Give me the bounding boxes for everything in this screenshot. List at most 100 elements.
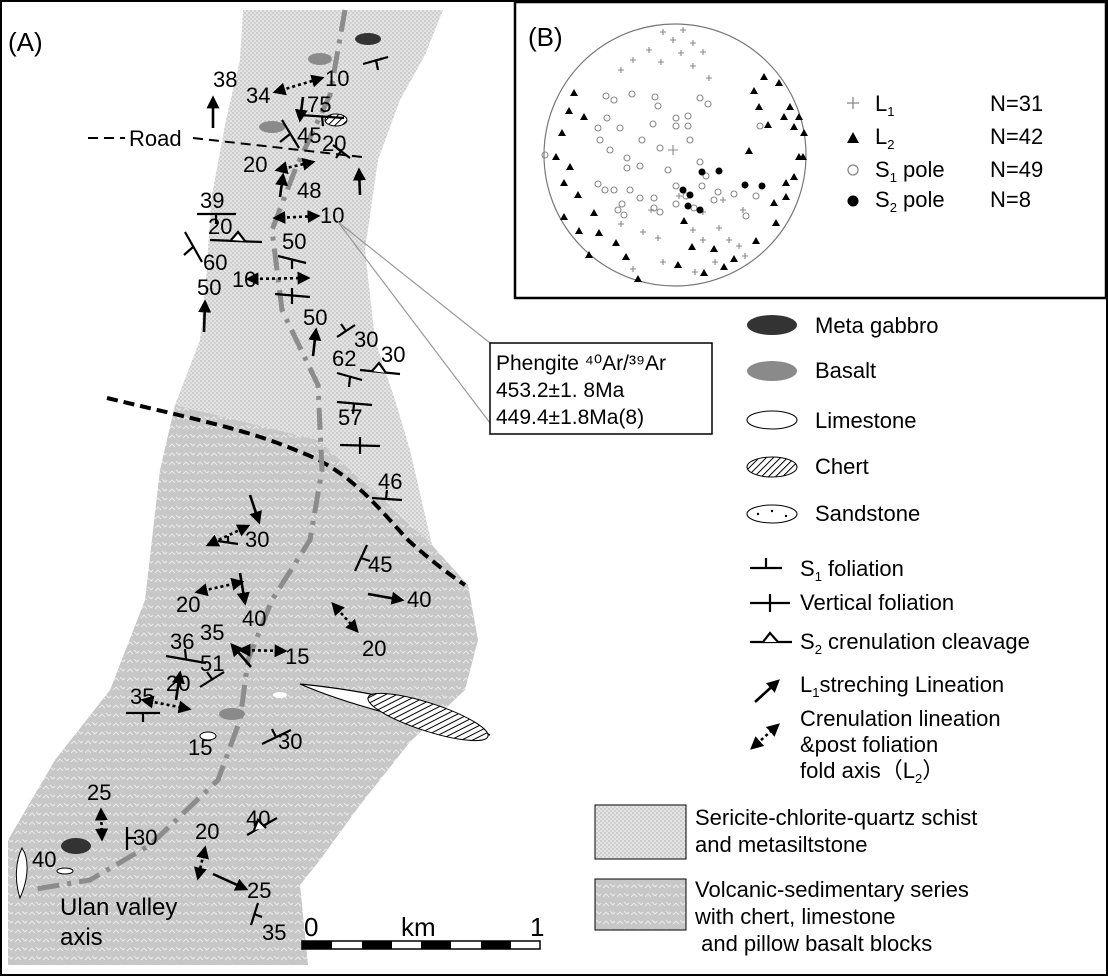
volcanic-swatch xyxy=(594,878,687,931)
basalt-block xyxy=(308,53,332,65)
geochronology-callout: Phengite ⁴⁰Ar/³⁹Ar 453.2±1. 8Ma 449.4±1.… xyxy=(337,221,713,435)
limestone-block xyxy=(199,731,217,741)
chert-swatch xyxy=(746,456,798,478)
meta-gabbro-block xyxy=(61,838,91,854)
dip-value: 30 xyxy=(278,729,302,754)
dip-value: 20 xyxy=(322,131,346,156)
meta-gabbro-block xyxy=(355,33,381,45)
geochron-age: 453.2±1. 8Ma xyxy=(496,379,625,402)
valley-axis-label: Ulan valley xyxy=(60,894,177,921)
dip-value: 38 xyxy=(213,67,237,92)
legend-limestone: Limestone xyxy=(815,408,917,433)
dip-value: 25 xyxy=(87,780,111,805)
dip-value: 57 xyxy=(338,405,362,430)
road-label: Road xyxy=(129,126,182,151)
dip-value: 25 xyxy=(247,878,271,903)
dip-value: 20 xyxy=(166,671,190,696)
dip-value: 39 xyxy=(200,188,224,213)
stereonet-circle xyxy=(543,23,807,287)
legend-schist-line2: and metasiltstone xyxy=(695,832,867,857)
dip-value: 30 xyxy=(245,527,269,552)
l2-legend-label: L2 xyxy=(875,124,894,152)
legend-schist-line1: Sericite-chlorite-quartz schist xyxy=(695,805,977,830)
legend-chert: Chert xyxy=(815,454,869,479)
dip-value: 20 xyxy=(176,592,200,617)
panel-b: (B) L1 xyxy=(513,0,1108,300)
s1-pole-count: N=49 xyxy=(990,157,1043,182)
dip-value: 30 xyxy=(354,327,378,352)
sandstone-swatch xyxy=(746,504,798,524)
s2-cleavage-swatch xyxy=(750,631,792,644)
legend-crenulation-line2: &post foliation xyxy=(800,732,938,757)
chert-lens xyxy=(367,692,489,742)
stereonet-legend: L1 N=31 L2 N=42 S1 pole N=49 S2 pole N=8 xyxy=(847,91,1043,215)
dip-value: 50 xyxy=(303,305,327,330)
dip-value: 35 xyxy=(200,620,224,645)
dip-value: 10 xyxy=(232,267,256,292)
l1-symbol-icon xyxy=(847,97,859,109)
limestone-lens xyxy=(15,847,28,900)
unit-boundary-dashed xyxy=(106,396,467,587)
s1-foliation-swatch xyxy=(750,558,782,570)
limestone-block xyxy=(56,867,74,875)
legend-basalt: Basalt xyxy=(815,358,876,383)
legend-volcanic-line3: and pillow basalt blocks xyxy=(695,931,932,956)
dip-value: 50 xyxy=(197,275,221,300)
map-legend: Meta gabbro Basalt Limestone Chert Sands… xyxy=(594,313,1030,956)
legend-volcanic-line1: Volcanic-sedimentary series xyxy=(695,877,969,902)
dip-value: 40 xyxy=(242,606,266,631)
basalt-block xyxy=(259,121,285,133)
dip-value: 40 xyxy=(246,806,270,831)
dip-value: 40 xyxy=(407,587,431,612)
s2-pole-legend-label: S2 pole xyxy=(875,187,945,215)
l2-crenulation-arrows xyxy=(94,74,359,881)
dip-value: 20 xyxy=(195,819,219,844)
scale-one: 1 xyxy=(530,912,544,942)
dip-value: 40 xyxy=(32,847,56,872)
legend-s2-cleavage: S2 crenulation cleavage xyxy=(800,629,1030,657)
l1-stretching-arrows xyxy=(172,95,405,891)
geochron-title: Phengite ⁴⁰Ar/³⁹Ar xyxy=(496,352,666,375)
l2-symbol-icon xyxy=(847,132,859,143)
legend-volcanic-line2: with chert, limestone xyxy=(694,904,896,929)
s1-pole-legend-label: S1 pole xyxy=(875,157,945,185)
panel-a-label: (A) xyxy=(8,27,43,57)
dip-value: 35 xyxy=(262,920,286,945)
legend-vertical-foliation: Vertical foliation xyxy=(800,590,954,615)
s2-pole-points xyxy=(679,167,766,214)
dip-value: 35 xyxy=(130,684,154,709)
basalt-block xyxy=(219,708,245,720)
scale-zero: 0 xyxy=(304,912,318,942)
l2-arrow-swatch xyxy=(750,723,780,750)
geochron-age: 449.4±1.8Ma(8) xyxy=(496,406,644,429)
s2-pole-count: N=8 xyxy=(990,187,1031,212)
dip-value: 34 xyxy=(246,83,270,108)
scale-unit: km xyxy=(401,912,436,942)
dip-value: 10 xyxy=(325,66,349,91)
dip-value: 51 xyxy=(200,651,224,676)
legend-s1-foliation: S1 foliation xyxy=(800,556,904,584)
l1-count: N=31 xyxy=(990,91,1043,116)
dip-value: 20 xyxy=(243,152,267,177)
legend-meta-gabbro: Meta gabbro xyxy=(815,313,939,338)
dip-value: 15 xyxy=(188,735,212,760)
vertical-foliation-swatch xyxy=(750,594,790,612)
dip-value: 30 xyxy=(381,342,405,367)
scale-bar: 0 km 1 xyxy=(301,912,544,950)
dip-value: 20 xyxy=(362,636,386,661)
dip-value: 30 xyxy=(133,825,157,850)
dip-value: 75 xyxy=(307,92,331,117)
s1-pole-symbol-icon xyxy=(847,164,859,176)
s2-pole-symbol-icon xyxy=(847,195,859,207)
panel-b-label: (B) xyxy=(528,22,563,52)
legend-l1-lineation: L1streching Lineation xyxy=(800,672,1004,700)
dip-value: 15 xyxy=(285,644,309,669)
dip-value: 60 xyxy=(203,250,227,275)
dip-value: 50 xyxy=(282,229,306,254)
valley-axis-line xyxy=(29,9,348,893)
legend-crenulation-line3: fold axis（L2） xyxy=(800,758,944,786)
legend-sandstone: Sandstone xyxy=(815,501,920,526)
legend-crenulation-line1: Crenulation lineation xyxy=(800,706,1001,731)
valley-axis-label: axis xyxy=(60,924,103,951)
